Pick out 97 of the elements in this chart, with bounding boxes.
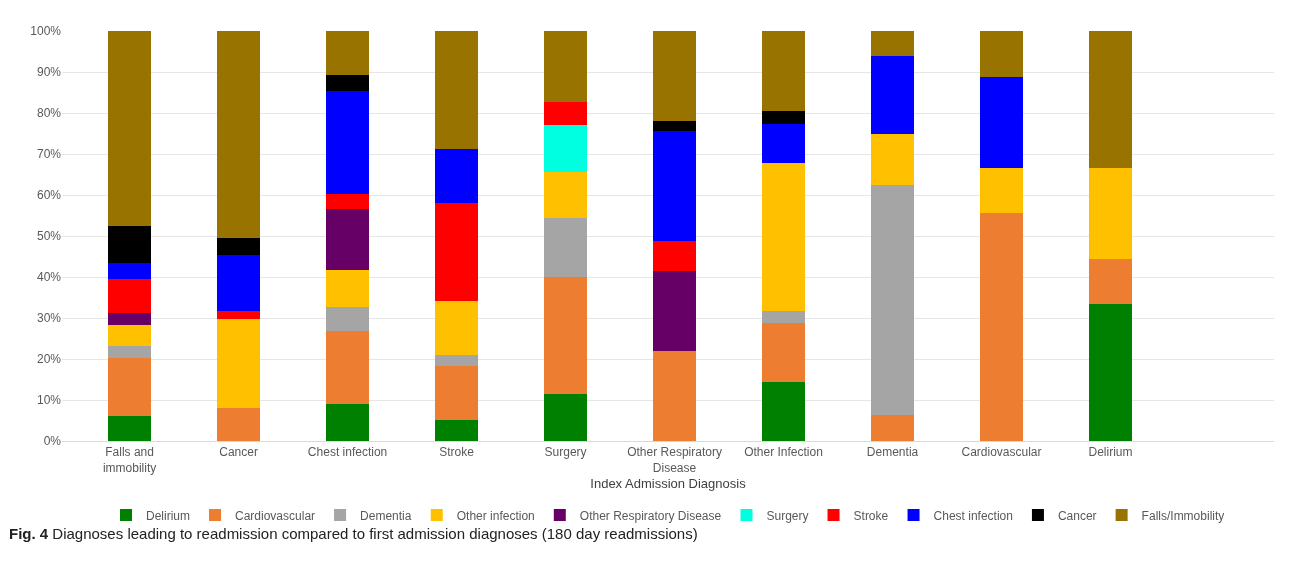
bar — [434, 31, 479, 150]
bar — [107, 31, 152, 226]
bar — [216, 408, 261, 441]
bar — [761, 310, 806, 324]
bar — [761, 110, 806, 124]
bar — [107, 415, 152, 441]
bar — [979, 167, 1024, 214]
bar — [434, 149, 479, 204]
bar — [870, 415, 915, 441]
bar — [543, 101, 588, 125]
legend-label: Dementia — [360, 508, 412, 523]
x-tick-label: Other Infection — [744, 445, 823, 460]
bar — [107, 312, 152, 325]
bar — [543, 171, 588, 219]
bar — [543, 394, 588, 441]
legend-label: Surgery — [766, 508, 809, 523]
y-tick-label: 90% — [36, 65, 62, 80]
y-tick-label: 80% — [36, 106, 62, 121]
y-tick-label: 70% — [36, 147, 62, 162]
y-tick-label: 10% — [36, 393, 62, 408]
bar — [979, 31, 1024, 77]
bar — [434, 300, 479, 356]
bar — [652, 31, 697, 122]
y-tick-label: 20% — [36, 352, 62, 367]
y-tick-label: 60% — [36, 188, 62, 203]
bar — [1088, 304, 1133, 441]
bar — [325, 208, 370, 271]
y-tick-label: 50% — [36, 229, 62, 244]
caption: Fig. 4 Diagnoses leading to readmission compared to first admission diagnoses (180 day readmissions) — [9, 525, 698, 542]
bar — [107, 225, 152, 264]
bar — [1088, 31, 1133, 168]
bar — [1088, 258, 1133, 305]
x-tick-label: Other Respiratory Disease — [627, 445, 722, 475]
x-tick-label: Stroke — [439, 445, 475, 460]
bar — [107, 324, 152, 347]
bar — [216, 318, 261, 409]
legend-label: Cancer — [1057, 508, 1097, 523]
bar — [761, 323, 806, 383]
bar — [434, 355, 479, 366]
bar — [870, 31, 915, 57]
bar — [543, 31, 588, 102]
bar — [543, 277, 588, 395]
bar — [216, 254, 261, 312]
x-axis-title: Index Admission Diagnosis — [590, 475, 747, 491]
bar — [325, 31, 370, 76]
bar — [761, 382, 806, 441]
legend-label: Delirium — [146, 508, 191, 523]
x-tick-label: Chest infection — [307, 445, 388, 460]
bar — [434, 365, 479, 420]
bar — [870, 133, 915, 185]
bar — [652, 350, 697, 441]
legend-label: Cardiovascular — [235, 508, 316, 523]
bar — [979, 213, 1024, 441]
y-tick-label: 0% — [43, 434, 62, 449]
x-tick-label: Surgery — [544, 445, 587, 460]
y-tick-label: 40% — [36, 270, 62, 285]
bar — [434, 419, 479, 441]
bar — [107, 346, 152, 359]
x-tick-label: Cardiovascular — [961, 445, 1042, 460]
bar — [979, 76, 1024, 168]
bar — [1088, 167, 1133, 259]
bar — [652, 240, 697, 271]
legend-label: Chest infection — [933, 508, 1013, 523]
bar — [761, 123, 806, 164]
bar — [543, 218, 588, 277]
x-tick-label: Cancer — [219, 445, 258, 460]
bar — [761, 31, 806, 111]
bar — [107, 358, 152, 416]
bar — [107, 279, 152, 313]
x-tick-label: Falls and immobility — [102, 445, 157, 475]
bar — [216, 31, 261, 239]
bar — [325, 90, 370, 195]
bar — [325, 330, 370, 404]
bar — [216, 311, 261, 319]
bar — [434, 203, 479, 301]
x-tick-label: Delirium — [1088, 445, 1133, 460]
bar — [652, 131, 697, 241]
bar — [325, 403, 370, 441]
bar — [652, 270, 697, 351]
x-tick-label: Dementia — [866, 445, 919, 460]
bar — [216, 238, 261, 255]
bar — [870, 184, 915, 416]
bar — [761, 163, 806, 311]
bar — [543, 124, 588, 172]
y-tick-label: 100% — [30, 24, 62, 39]
bar — [107, 263, 152, 280]
bar — [325, 270, 370, 307]
bar — [325, 306, 370, 331]
legend-label: Falls/Immobility — [1141, 508, 1225, 523]
y-tick-label: 30% — [36, 311, 62, 326]
legend-label: Other Respiratory Disease — [579, 508, 722, 523]
bar — [325, 75, 370, 91]
bar — [325, 194, 370, 209]
legend-label: Other infection — [456, 508, 535, 523]
bar — [870, 56, 915, 134]
bar — [652, 121, 697, 132]
legend-label: Stroke — [853, 508, 889, 523]
